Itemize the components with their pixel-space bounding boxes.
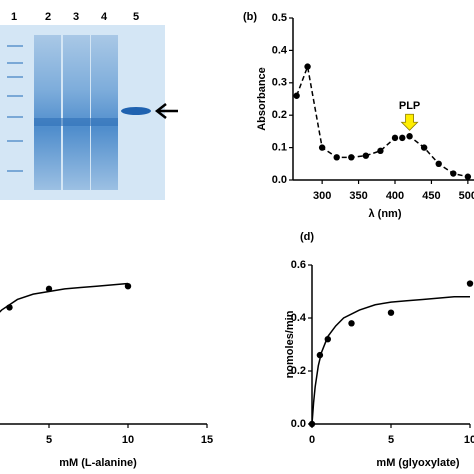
data-point xyxy=(6,304,13,311)
y-tick-label: 0.2 xyxy=(272,109,287,121)
x-axis-label: mM (L-alanine) xyxy=(59,457,137,469)
panel-label: (b) xyxy=(243,11,257,23)
annotation-arrow xyxy=(400,113,419,131)
x-tick-label: 10 xyxy=(464,434,474,446)
data-point xyxy=(324,336,331,343)
data-point xyxy=(308,420,316,428)
data-point xyxy=(348,320,355,327)
y-tick-label: 0.0 xyxy=(291,418,306,430)
lane-label: 1 xyxy=(11,11,17,23)
band xyxy=(34,118,118,126)
data-point xyxy=(293,92,300,99)
band xyxy=(121,107,151,115)
y-tick-label: 0.1 xyxy=(272,142,287,154)
data-point xyxy=(377,147,384,155)
x-tick-label: 450 xyxy=(422,190,440,202)
x-tick-label: 350 xyxy=(349,190,367,202)
annotation: PLP xyxy=(399,100,420,112)
data-point xyxy=(464,173,472,180)
lane-label: 4 xyxy=(101,11,108,23)
x-tick-label: 400 xyxy=(386,190,404,202)
y-tick-label: 0.4 xyxy=(291,312,307,324)
lane xyxy=(91,35,118,190)
y-tick-label: 0.3 xyxy=(272,77,287,89)
data-point xyxy=(391,134,399,142)
data-point xyxy=(362,152,370,159)
ladder xyxy=(7,45,23,172)
lane-label: 2 xyxy=(45,11,51,23)
fit-curve xyxy=(311,296,470,425)
y-axis-label: nomoles/min xyxy=(284,310,296,378)
lane xyxy=(63,35,90,190)
data-point xyxy=(316,351,324,359)
data-point xyxy=(387,309,395,316)
lane-label: 5 xyxy=(133,11,139,23)
data-point xyxy=(45,285,53,293)
x-tick-label: 15 xyxy=(201,434,213,446)
data-point xyxy=(333,154,340,161)
y-tick-label: 0.0 xyxy=(272,174,287,186)
y-tick-label: 0.4 xyxy=(272,44,288,56)
data-point xyxy=(406,133,413,140)
y-tick-label: 0.5 xyxy=(272,12,287,24)
x-tick-label: 0 xyxy=(309,434,315,446)
x-tick-label: 300 xyxy=(313,190,331,202)
x-tick-label: 5 xyxy=(388,434,394,446)
fit-curve xyxy=(0,282,129,313)
x-tick-label: 10 xyxy=(122,434,134,446)
x-tick-label: 500 xyxy=(459,190,474,202)
gel xyxy=(0,25,178,200)
y-tick-label: 0.2 xyxy=(291,365,306,377)
x-axis-label: λ (nm) xyxy=(369,208,402,220)
data-point xyxy=(466,280,474,287)
data-point xyxy=(420,144,428,151)
data-line xyxy=(295,63,469,178)
y-axis-label: Absorbance xyxy=(256,67,268,131)
lane-label: 3 xyxy=(73,11,79,23)
data-point xyxy=(304,63,311,70)
data-point xyxy=(435,160,442,167)
data-point xyxy=(124,283,132,290)
data-point xyxy=(399,134,406,142)
x-tick-label: 5 xyxy=(46,434,52,446)
data-point xyxy=(318,144,326,151)
data-point xyxy=(450,170,457,177)
lane xyxy=(34,35,61,190)
arrow xyxy=(154,103,167,119)
y-tick-label: 0.6 xyxy=(291,259,306,271)
data-point xyxy=(348,154,355,161)
x-axis-label: mM (glyoxylate) xyxy=(376,457,459,469)
panel-label: (d) xyxy=(300,231,314,243)
